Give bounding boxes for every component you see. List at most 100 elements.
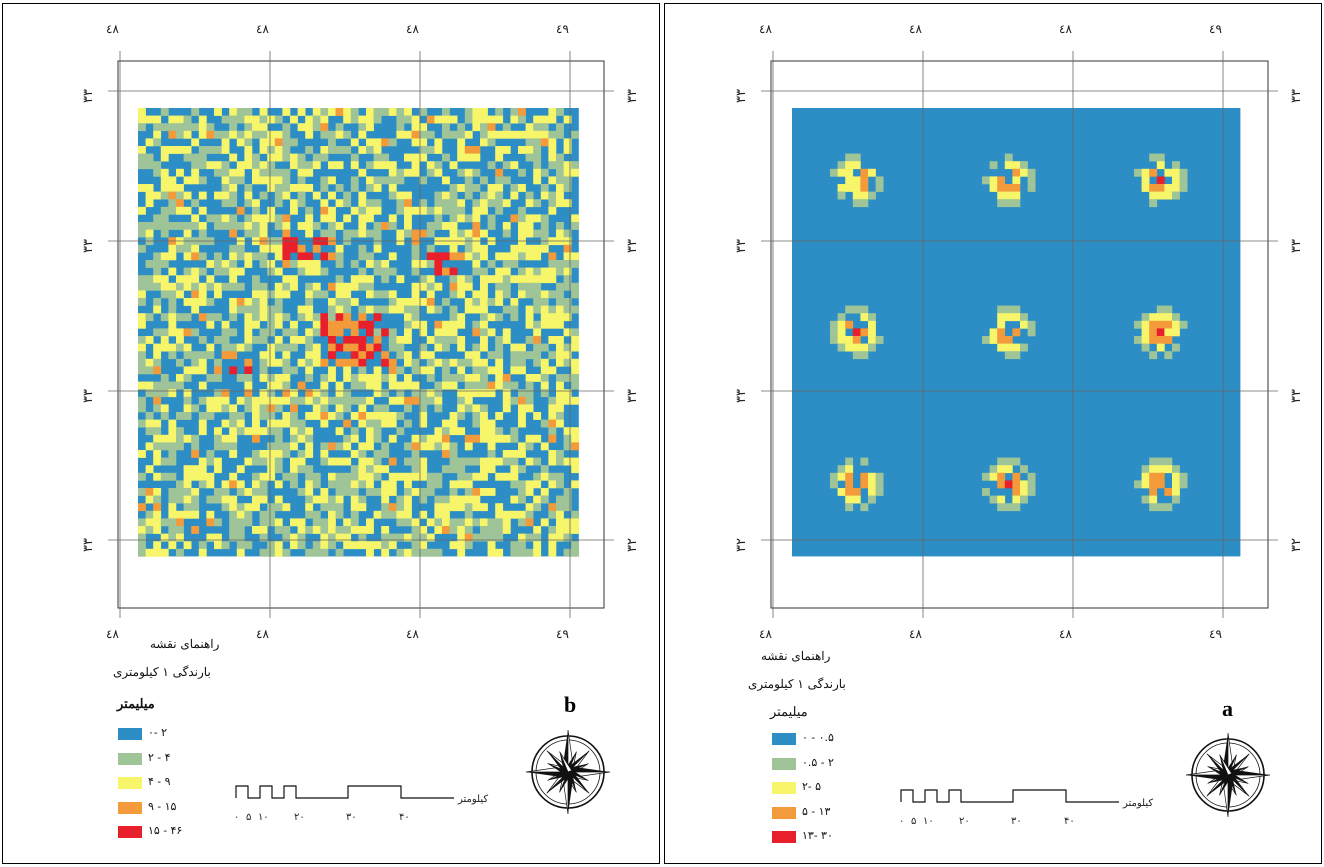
raster-cell: [282, 184, 291, 192]
raster-cell: [221, 351, 230, 360]
raster-cell: [1164, 457, 1173, 466]
raster-cell: [252, 457, 260, 466]
raster-cell: [274, 518, 283, 527]
raster-cell: [153, 381, 162, 390]
raster-cell: [252, 434, 260, 443]
raster-cell: [328, 412, 336, 420]
raster-cell: [381, 351, 390, 360]
raster-cell: [1172, 191, 1180, 200]
raster-cell: [845, 495, 854, 504]
raster-cell: [198, 153, 207, 162]
raster-cell: [449, 267, 458, 276]
raster-cell: [852, 191, 861, 200]
raster-cell: [480, 298, 488, 306]
raster-cell: [1164, 336, 1173, 344]
raster-cell: [426, 275, 435, 284]
raster-cell: [138, 161, 146, 170]
raster-cell: [419, 343, 428, 352]
raster-cell: [138, 123, 146, 132]
raster-cell: [252, 290, 260, 299]
right-lat-label: ٣٣: [625, 389, 640, 403]
raster-cell: [358, 465, 367, 474]
raster-cell: [495, 108, 504, 116]
compass-point: [1219, 754, 1233, 776]
raster-cell: [1020, 168, 1028, 177]
raster-cell: [358, 199, 367, 208]
raster-cell: [236, 168, 245, 177]
raster-cell: [502, 434, 511, 443]
raster-cell: [350, 138, 359, 147]
raster-cell: [335, 123, 344, 132]
raster-cell: [138, 404, 146, 413]
raster-cell: [563, 389, 572, 398]
raster-cell: [290, 427, 298, 436]
raster-cell: [830, 320, 838, 329]
raster-cell: [282, 366, 291, 375]
raster-cell: [464, 442, 473, 451]
raster-cell: [145, 510, 154, 519]
raster-cell: [191, 305, 200, 314]
raster-cell: [138, 419, 146, 428]
raster-cell: [388, 488, 397, 496]
raster-cell: [852, 176, 861, 185]
raster-cell: [426, 366, 435, 375]
raster-cell: [267, 510, 276, 519]
raster-cell: [221, 434, 230, 443]
raster-cell: [989, 176, 998, 185]
raster-cell: [510, 343, 519, 352]
raster-cell: [282, 146, 291, 154]
raster-cell: [168, 434, 177, 443]
raster-cell: [381, 176, 390, 185]
raster-cell: [290, 389, 298, 398]
raster-cell: [350, 503, 359, 512]
raster-cell: [837, 161, 846, 170]
raster-cell: [381, 108, 390, 116]
raster-cell: [335, 457, 344, 466]
raster-cell: [1172, 313, 1180, 322]
raster-cell: [472, 305, 481, 314]
raster-cell: [404, 153, 412, 162]
raster-cell: [556, 343, 564, 352]
raster-cell: [480, 472, 488, 481]
raster-cell: [229, 343, 238, 352]
raster-cell: [1149, 153, 1158, 162]
raster-cell: [191, 298, 200, 306]
raster-cell: [206, 123, 215, 132]
raster-cell: [145, 548, 154, 557]
raster-cell: [145, 153, 154, 162]
raster-cell: [487, 457, 496, 466]
raster-cell: [381, 305, 390, 314]
raster-cell: [525, 548, 534, 557]
raster-cell: [495, 366, 504, 375]
raster-cell: [426, 518, 435, 527]
raster-cell: [328, 298, 336, 306]
raster-cell: [320, 495, 329, 504]
raster-cell: [434, 267, 443, 276]
raster-cell: [525, 381, 534, 390]
raster-cell: [487, 366, 496, 375]
raster-cell: [373, 199, 382, 208]
raster-cell: [411, 138, 420, 147]
raster-cell: [229, 275, 238, 284]
raster-cell: [214, 161, 222, 170]
raster-cell: [160, 168, 169, 177]
raster-cell: [176, 184, 184, 192]
raster-cell: [343, 146, 352, 154]
raster-cell: [244, 488, 253, 496]
raster-cell: [244, 541, 253, 550]
raster-cell: [449, 450, 458, 458]
raster-cell: [160, 404, 169, 413]
raster-cell: [282, 138, 291, 147]
raster-cell: [328, 328, 336, 337]
raster-cell: [487, 541, 496, 550]
raster-cell: [282, 351, 291, 360]
raster-cell: [411, 130, 420, 139]
raster-cell: [556, 290, 564, 299]
raster-cell: [214, 260, 222, 268]
raster-cell: [525, 434, 534, 443]
raster-cell: [183, 130, 192, 139]
raster-cell: [236, 419, 245, 428]
raster-cell: [472, 146, 481, 154]
